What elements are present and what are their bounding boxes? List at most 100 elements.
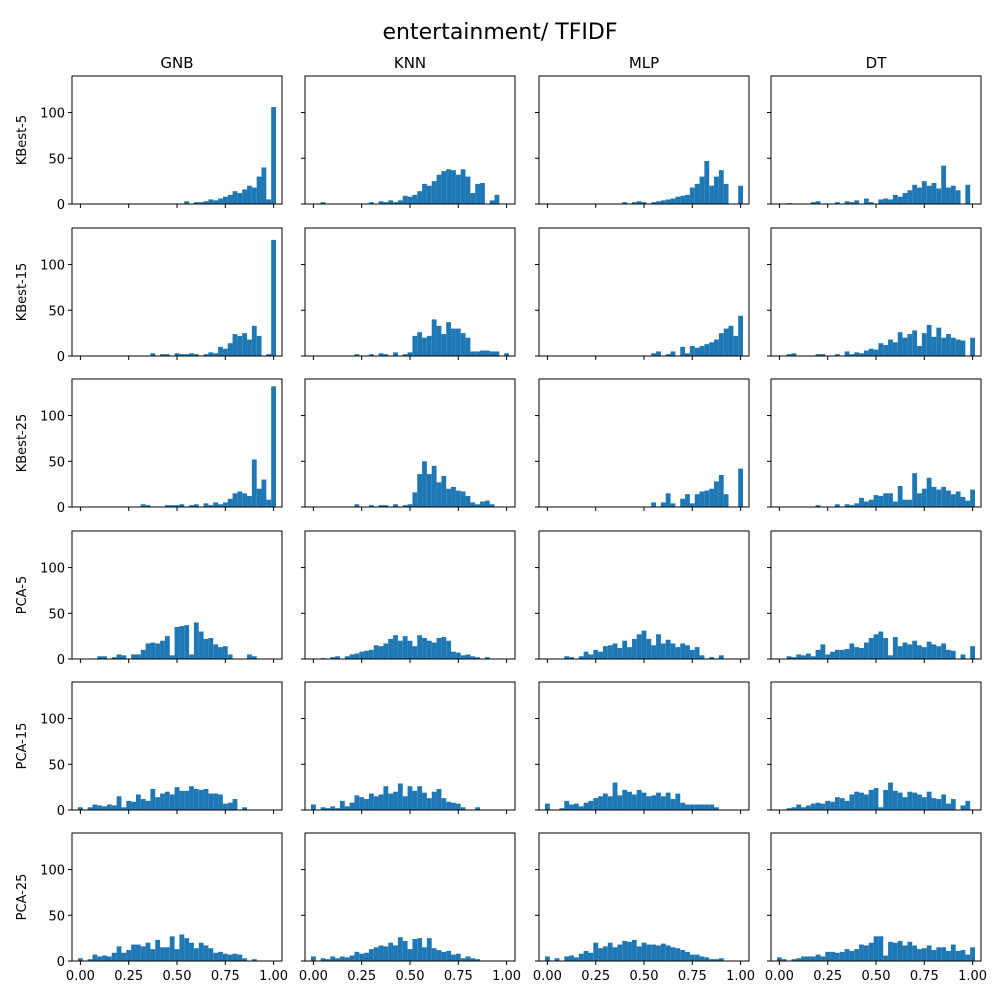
histogram-bar xyxy=(431,465,437,507)
x-tick-label: 0.50 xyxy=(630,969,659,984)
histogram-bar xyxy=(709,959,715,961)
histogram-bar xyxy=(680,498,686,507)
histogram-bar xyxy=(106,804,112,810)
histogram-bar xyxy=(559,808,565,810)
histogram-bar xyxy=(373,645,379,659)
histogram-bar xyxy=(368,354,374,356)
histogram-bar xyxy=(926,945,932,961)
x-tick-label: 0.50 xyxy=(396,969,425,984)
histogram-bar xyxy=(917,949,922,961)
histogram-bar xyxy=(354,951,360,961)
histogram-bar xyxy=(936,188,942,204)
histogram-bar xyxy=(883,493,889,507)
histogram-bar xyxy=(164,636,170,659)
histogram-bar xyxy=(140,946,146,961)
histogram-bar xyxy=(451,170,456,204)
histogram-bar xyxy=(965,184,971,204)
histogram-bar xyxy=(675,793,681,810)
panel-kbest-5-knn xyxy=(301,75,516,208)
histogram-bar xyxy=(685,951,690,961)
histogram-bar xyxy=(232,493,238,507)
histogram-bar xyxy=(907,499,913,507)
histogram-bar xyxy=(970,646,976,659)
histogram-bar xyxy=(946,490,951,507)
x-tick-label: 0.25 xyxy=(581,969,610,984)
histogram-bar xyxy=(820,644,826,659)
histogram-bar xyxy=(383,505,389,507)
histogram-bar xyxy=(660,943,666,961)
histogram-bar xyxy=(878,496,884,507)
histogram-bar xyxy=(955,339,961,356)
histogram-bar xyxy=(446,640,452,659)
panel-kbest-15-gnb: 0 50 100 xyxy=(40,227,283,365)
histogram-bar xyxy=(237,193,243,204)
histogram-bar xyxy=(213,502,219,507)
histogram-bar xyxy=(627,647,632,659)
histogram-bar xyxy=(446,801,452,810)
row-label-kbest-5: KBest-5 xyxy=(15,115,30,165)
histogram-bar xyxy=(670,503,676,507)
histogram-bar xyxy=(723,494,729,507)
histogram-bar xyxy=(578,806,584,810)
histogram-bar xyxy=(368,793,374,810)
histogram-bar xyxy=(320,202,326,204)
histogram-bar xyxy=(193,354,199,356)
histogram-bar xyxy=(426,938,432,961)
histogram-bar xyxy=(436,325,442,356)
histogram-bar xyxy=(699,804,705,810)
histogram-bar xyxy=(854,200,860,204)
histogram-bar xyxy=(588,952,594,961)
histogram-bar xyxy=(892,637,898,659)
histogram-bar xyxy=(902,945,908,961)
histogram-bar xyxy=(651,353,657,356)
histogram-bar xyxy=(436,788,442,810)
y-tick-label: 50 xyxy=(48,152,65,167)
histogram-bar xyxy=(883,198,889,204)
histogram-bar xyxy=(936,947,942,961)
histogram-bar xyxy=(844,648,850,659)
histogram-bar xyxy=(960,340,966,356)
histogram-bar xyxy=(460,333,466,356)
histogram-bar xyxy=(330,657,336,659)
histogram-bar xyxy=(431,181,437,204)
histogram-bar xyxy=(868,499,874,507)
histogram-bar xyxy=(602,946,608,961)
histogram-bar xyxy=(714,807,719,810)
histogram-bar xyxy=(936,646,942,659)
histogram-bar xyxy=(140,799,146,810)
histogram-bar xyxy=(946,950,951,961)
histogram-bar xyxy=(656,351,661,356)
histogram-bar xyxy=(121,655,127,659)
y-tick-label: 0 xyxy=(57,653,65,668)
histogram-bar xyxy=(796,958,802,961)
histogram-bar xyxy=(203,201,209,204)
histogram-bar xyxy=(227,802,233,810)
histogram-bar xyxy=(484,350,490,356)
row-label-pca-5: PCA-5 xyxy=(15,576,30,615)
histogram-bar xyxy=(786,354,792,356)
histogram-bar xyxy=(883,345,889,356)
histogram-bar xyxy=(636,789,642,810)
histogram-bar xyxy=(950,799,956,810)
panel-pca-5-mlp xyxy=(535,530,750,663)
histogram-bar xyxy=(902,499,908,507)
histogram-bar xyxy=(383,786,389,810)
y-tick-label: 50 xyxy=(48,758,65,773)
histogram-bar xyxy=(815,954,821,961)
histogram-bar xyxy=(791,959,797,961)
histogram-bar xyxy=(675,948,681,961)
histogram-bar xyxy=(689,345,695,356)
histogram-bar xyxy=(598,651,603,659)
histogram-bar xyxy=(174,505,180,507)
axes-frame xyxy=(304,832,516,962)
histogram-bar xyxy=(950,337,956,356)
histogram-bar xyxy=(950,494,956,507)
histogram-bar xyxy=(155,939,161,961)
histogram-bar xyxy=(921,488,927,507)
histogram-bar xyxy=(786,808,792,810)
histogram-bar xyxy=(709,488,715,507)
histogram-bar xyxy=(622,640,628,659)
histogram-bar xyxy=(868,348,874,356)
histogram-bar xyxy=(339,956,345,961)
histogram-bar xyxy=(198,202,204,204)
